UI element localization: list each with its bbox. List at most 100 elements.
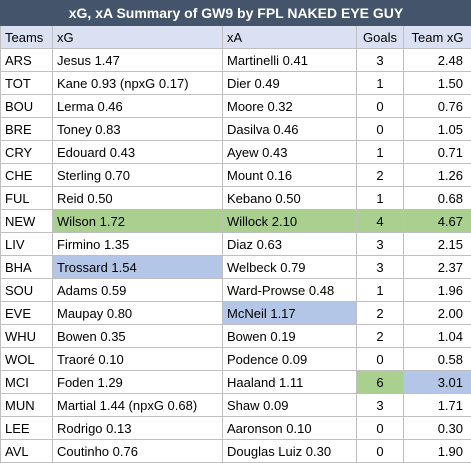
team-xg-cell: 1.50 <box>404 72 471 95</box>
team-xg-cell: 1.71 <box>404 394 471 417</box>
col-header-team-xg: Team xG <box>404 26 471 49</box>
xa-cell: Diaz 0.63 <box>223 233 357 256</box>
goals-cell: 3 <box>357 49 404 72</box>
xa-cell: Aaronson 0.10 <box>223 417 357 440</box>
xa-cell: Moore 0.32 <box>223 95 357 118</box>
team-cell: LIV <box>1 233 53 256</box>
xg-cell: Martial 1.44 (npxG 0.68) <box>53 394 223 417</box>
goals-cell: 0 <box>357 348 404 371</box>
xa-cell: McNeil 1.17 <box>223 302 357 325</box>
col-header-teams: Teams <box>1 26 53 49</box>
xg-cell: Lerma 0.46 <box>53 95 223 118</box>
xa-cell: Douglas Luiz 0.30 <box>223 440 357 463</box>
goals-cell: 1 <box>357 72 404 95</box>
team-cell: WHU <box>1 325 53 348</box>
goals-cell: 2 <box>357 325 404 348</box>
goals-cell: 1 <box>357 187 404 210</box>
goals-cell: 0 <box>357 118 404 141</box>
xg-cell: Edouard 0.43 <box>53 141 223 164</box>
xg-cell: Trossard 1.54 <box>53 256 223 279</box>
xg-cell: Foden 1.29 <box>53 371 223 394</box>
goals-cell: 0 <box>357 440 404 463</box>
goals-cell: 6 <box>357 371 404 394</box>
team-cell: CRY <box>1 141 53 164</box>
col-header-goals: Goals <box>357 26 404 49</box>
team-cell: EVE <box>1 302 53 325</box>
table-title: xG, xA Summary of GW9 by FPL NAKED EYE G… <box>1 1 471 26</box>
col-header-xa: xA <box>223 26 357 49</box>
team-cell: ARS <box>1 49 53 72</box>
team-cell: BOU <box>1 95 53 118</box>
team-xg-cell: 2.15 <box>404 233 471 256</box>
team-cell: FUL <box>1 187 53 210</box>
goals-cell: 3 <box>357 394 404 417</box>
xg-cell: Kane 0.93 (npxG 0.17) <box>53 72 223 95</box>
goals-cell: 3 <box>357 256 404 279</box>
goals-cell: 2 <box>357 302 404 325</box>
team-cell: AVL <box>1 440 53 463</box>
team-cell: TOT <box>1 72 53 95</box>
team-xg-cell: 0.30 <box>404 417 471 440</box>
xa-cell: Shaw 0.09 <box>223 394 357 417</box>
xa-cell: Podence 0.09 <box>223 348 357 371</box>
header-row: Teams xG xA Goals Team xG <box>1 26 471 49</box>
xg-cell: Traoré 0.10 <box>53 348 223 371</box>
xg-cell: Firmino 1.35 <box>53 233 223 256</box>
team-xg-cell: 3.01 <box>404 371 471 394</box>
xa-cell: Haaland 1.11 <box>223 371 357 394</box>
team-xg-cell: 2.37 <box>404 256 471 279</box>
xg-cell: Coutinho 0.76 <box>53 440 223 463</box>
goals-cell: 4 <box>357 210 404 233</box>
goals-cell: 3 <box>357 233 404 256</box>
goals-cell: 1 <box>357 141 404 164</box>
team-cell: WOL <box>1 348 53 371</box>
team-cell: LEE <box>1 417 53 440</box>
team-xg-cell: 2.48 <box>404 49 471 72</box>
xa-cell: Martinelli 0.41 <box>223 49 357 72</box>
team-xg-cell: 1.05 <box>404 118 471 141</box>
team-cell: CHE <box>1 164 53 187</box>
team-cell: MCI <box>1 371 53 394</box>
xg-cell: Bowen 0.35 <box>53 325 223 348</box>
xg-cell: Rodrigo 0.13 <box>53 417 223 440</box>
team-xg-cell: 4.67 <box>404 210 471 233</box>
team-cell: NEW <box>1 210 53 233</box>
xg-cell: Toney 0.83 <box>53 118 223 141</box>
team-xg-cell: 0.58 <box>404 348 471 371</box>
xg-cell: Adams 0.59 <box>53 279 223 302</box>
xg-cell: Wilson 1.72 <box>53 210 223 233</box>
team-xg-cell: 1.04 <box>404 325 471 348</box>
xa-cell: Ayew 0.43 <box>223 141 357 164</box>
team-xg-cell: 2.00 <box>404 302 471 325</box>
summary-sheet: xG, xA Summary of GW9 by FPL NAKED EYE G… <box>0 0 471 445</box>
xg-cell: Maupay 0.80 <box>53 302 223 325</box>
goals-cell: 2 <box>357 164 404 187</box>
team-xg-cell: 1.90 <box>404 440 471 463</box>
goals-cell: 0 <box>357 417 404 440</box>
xg-cell: Reid 0.50 <box>53 187 223 210</box>
col-header-xg: xG <box>53 26 223 49</box>
team-cell: BHA <box>1 256 53 279</box>
team-xg-cell: 1.26 <box>404 164 471 187</box>
xa-cell: Bowen 0.19 <box>223 325 357 348</box>
xa-cell: Mount 0.16 <box>223 164 357 187</box>
xa-cell: Dasilva 0.46 <box>223 118 357 141</box>
goals-cell: 0 <box>357 95 404 118</box>
xg-cell: Jesus 1.47 <box>53 49 223 72</box>
team-xg-cell: 1.96 <box>404 279 471 302</box>
